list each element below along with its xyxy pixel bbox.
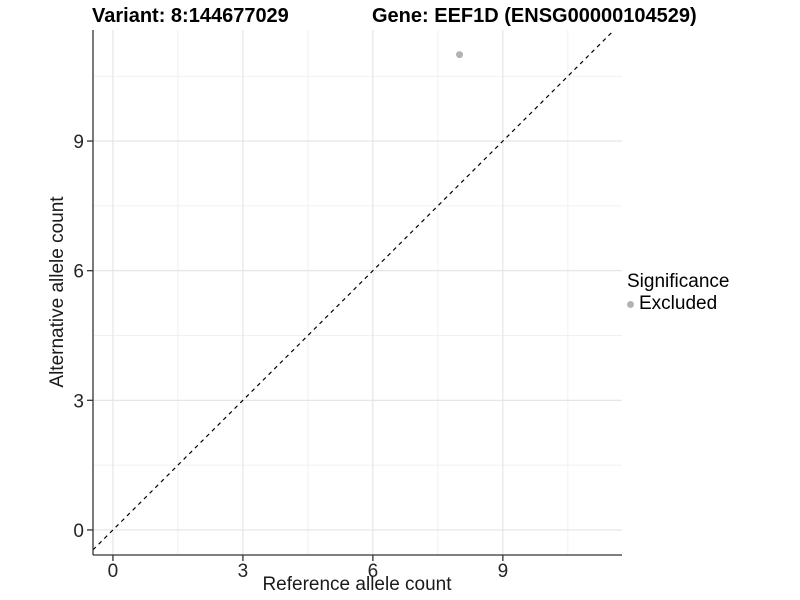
y-axis-title: Alternative allele count — [47, 196, 68, 388]
variant-title: Variant: 8:144677029 — [92, 5, 289, 27]
y-tick-label: 0 — [73, 521, 84, 542]
data-point — [456, 51, 464, 59]
x-tick-label: 9 — [498, 561, 509, 582]
x-axis-title: Reference allele count — [262, 574, 452, 595]
excluded-point-icon — [627, 300, 634, 308]
y-tick-label: 6 — [73, 262, 84, 283]
y-tick-label: 3 — [73, 391, 84, 412]
gene-title: Gene: EEF1D (ENSG00000104529) — [372, 5, 697, 27]
legend-entry: Excluded — [627, 293, 729, 315]
identity-line — [92, 29, 615, 551]
legend-title: Significance — [627, 271, 730, 292]
legend: Significance Excluded — [627, 271, 729, 315]
y-tick-label: 9 — [73, 132, 84, 153]
legend-entry-label: Excluded — [639, 293, 718, 314]
x-tick-label: 6 — [368, 561, 379, 582]
x-tick-label: 0 — [108, 561, 119, 582]
x-tick-label: 3 — [238, 561, 249, 582]
